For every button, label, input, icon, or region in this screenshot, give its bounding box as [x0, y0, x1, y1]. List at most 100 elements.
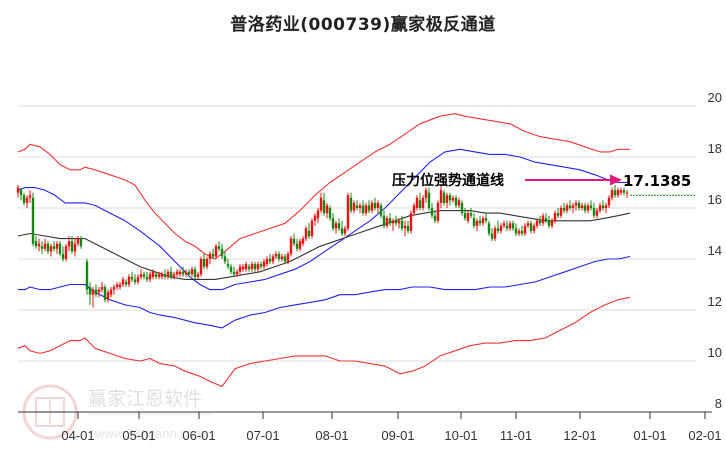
candle [16, 187, 20, 193]
candle [64, 246, 68, 259]
candle [271, 256, 275, 262]
candle [595, 210, 599, 216]
candle [91, 289, 95, 295]
candle [517, 230, 521, 234]
candle [22, 195, 26, 203]
candle [460, 202, 464, 214]
candle [331, 218, 335, 229]
candlesticks [16, 185, 629, 308]
candle [367, 205, 371, 211]
candle [385, 218, 389, 226]
candle [388, 218, 392, 224]
candle [58, 243, 62, 254]
candle [418, 200, 422, 208]
candle [322, 200, 326, 214]
candle [430, 208, 434, 216]
candle [487, 223, 491, 234]
candle [160, 274, 164, 277]
candle [433, 215, 437, 221]
candle [580, 205, 584, 208]
candle [334, 223, 338, 229]
candle [238, 266, 242, 272]
candle [394, 220, 398, 224]
candle [313, 215, 317, 221]
candle [598, 205, 602, 211]
candle [490, 233, 494, 239]
candle [55, 243, 59, 249]
x-tick-label: 07-01 [246, 428, 279, 443]
candle [328, 208, 332, 219]
candle [457, 200, 461, 206]
candle [454, 197, 458, 206]
candle [511, 223, 515, 229]
candle [127, 276, 131, 285]
candle [49, 246, 53, 252]
candle [439, 190, 443, 203]
candle [97, 289, 101, 293]
candle [133, 279, 137, 282]
candle [115, 284, 119, 288]
candle [577, 202, 581, 208]
candle [379, 205, 383, 216]
x-axis-labels: 04-01 05-01 06-01 07-01 08-01 09-01 10-01 11-01… [61, 412, 722, 443]
candle [229, 266, 233, 272]
candle [31, 197, 35, 244]
candle [529, 223, 533, 231]
candle [301, 238, 305, 244]
candle [103, 287, 107, 300]
candle [154, 274, 158, 277]
candle [553, 213, 557, 221]
candle [508, 223, 512, 229]
candle [256, 264, 260, 270]
candle [406, 225, 410, 231]
x-tick-label: 09-01 [381, 428, 414, 443]
candle [118, 284, 122, 288]
y-tick-label: 14 [708, 243, 722, 258]
candle [502, 223, 506, 226]
annotation-label: 压力位强势通道线 [392, 172, 504, 189]
candle [619, 190, 623, 193]
candle [361, 205, 365, 214]
x-tick-label: 02-01 [688, 428, 721, 443]
candle [172, 274, 176, 277]
candle [538, 220, 542, 224]
upper-inner-band-line [17, 148, 630, 291]
candle [292, 238, 296, 244]
candle [514, 228, 518, 234]
candle [199, 259, 203, 275]
candle [532, 225, 536, 231]
candle [550, 220, 554, 226]
x-tick-label: 06-01 [182, 428, 215, 443]
candle [163, 274, 167, 277]
candle [409, 213, 413, 231]
candle [70, 241, 74, 252]
candle [355, 205, 359, 208]
candle [145, 276, 149, 280]
candle [376, 202, 380, 208]
candle [34, 241, 38, 247]
candle [109, 289, 113, 295]
candle [235, 271, 239, 275]
candle [448, 195, 452, 201]
candle [469, 213, 473, 216]
candle [421, 197, 425, 208]
candle [274, 253, 278, 257]
candle [157, 274, 161, 277]
candle [484, 218, 488, 221]
candle [124, 281, 128, 285]
candle [94, 289, 98, 295]
candle [52, 246, 56, 249]
candle [76, 238, 80, 244]
candle [37, 243, 41, 247]
candle [604, 205, 608, 208]
candle [370, 202, 374, 211]
candle [607, 197, 611, 206]
candle [244, 264, 248, 270]
candle [223, 256, 227, 262]
candle [523, 225, 527, 234]
candle [202, 259, 206, 267]
candle [130, 276, 134, 280]
candle [139, 274, 143, 277]
candle [622, 190, 626, 193]
candle [319, 197, 323, 211]
